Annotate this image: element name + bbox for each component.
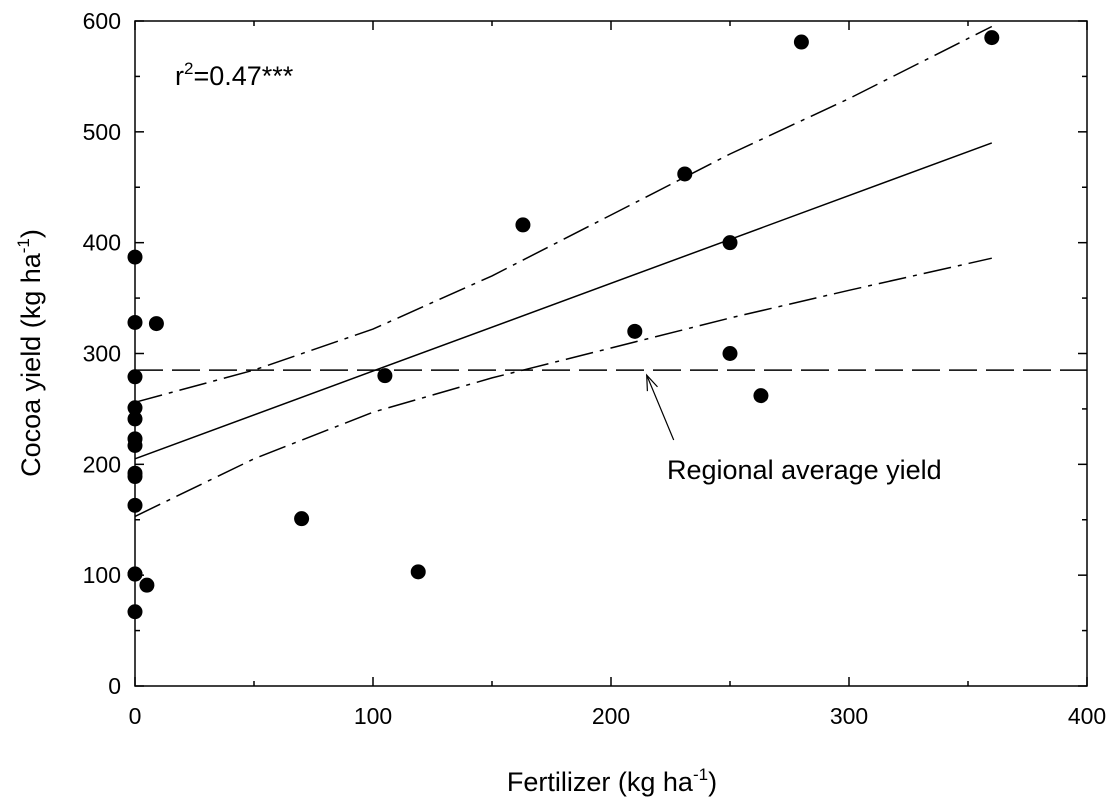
data-point <box>677 166 693 182</box>
y-axis-label-suffix: ) <box>16 229 46 238</box>
data-point <box>753 388 769 404</box>
y-tick-label: 400 <box>83 230 121 256</box>
stat-annotation-sup: 2 <box>184 59 193 78</box>
data-point <box>127 411 143 427</box>
axes: 0 100 200 300 400 0 100 200 300 400 500 600 <box>83 8 1107 729</box>
fit-lines <box>134 25 1087 518</box>
y-axis-label-text: Cocoa yield (kg ha <box>16 252 46 477</box>
data-point <box>410 564 426 580</box>
data-point <box>127 314 143 330</box>
data-points <box>127 30 1000 620</box>
reference-line-label: Regional average yield <box>667 455 942 485</box>
y-axis-label-sup: -1 <box>14 238 33 253</box>
y-tick-label: 200 <box>83 451 121 477</box>
data-point <box>127 249 143 265</box>
y-tick-label: 600 <box>83 8 121 34</box>
x-axis-label-sup: -1 <box>693 765 708 784</box>
stat-annotation-rest: =0.47*** <box>193 61 293 91</box>
data-point <box>793 34 809 50</box>
stat-annotation-prefix: r <box>175 61 184 91</box>
y-tick-label: 100 <box>83 562 121 588</box>
data-point <box>722 235 738 251</box>
data-point <box>127 566 143 582</box>
x-axis-label-suffix: ) <box>708 767 717 797</box>
annotation-arrow-shaft <box>646 374 675 441</box>
data-point <box>722 346 738 361</box>
data-point <box>627 323 643 339</box>
data-point <box>294 511 310 527</box>
data-point <box>127 400 143 416</box>
data-point <box>127 604 143 620</box>
stat-annotation: r2=0.47*** <box>175 59 294 91</box>
regression-line <box>134 142 993 460</box>
plot-frame <box>134 20 1088 687</box>
x-tick-label: 100 <box>354 703 392 729</box>
chart-labels: r2=0.47*** Regional average yield Fertil… <box>14 59 942 797</box>
data-point <box>515 217 531 233</box>
data-point <box>127 437 143 453</box>
y-tick-label: 0 <box>108 673 121 699</box>
x-axis-label: Fertilizer (kg ha-1) <box>507 765 717 797</box>
data-point <box>127 497 143 513</box>
data-point <box>377 368 393 384</box>
data-point <box>148 316 164 332</box>
data-point <box>127 469 143 485</box>
confidence-band-lower <box>134 257 992 518</box>
y-tick-label: 300 <box>83 341 121 367</box>
data-point <box>984 30 1000 46</box>
x-tick-label: 400 <box>1068 703 1106 729</box>
data-point <box>127 369 143 385</box>
confidence-band-upper <box>134 25 993 404</box>
y-axis-label: Cocoa yield (kg ha-1) <box>14 229 46 477</box>
x-tick-label: 300 <box>830 703 868 729</box>
x-tick-label: 200 <box>592 703 630 729</box>
annotation-arrow-head <box>646 373 658 392</box>
data-point <box>139 577 155 593</box>
y-tick-label: 500 <box>83 119 121 145</box>
x-tick-label: 0 <box>129 703 142 729</box>
x-axis-label-text: Fertilizer (kg ha <box>507 767 694 797</box>
